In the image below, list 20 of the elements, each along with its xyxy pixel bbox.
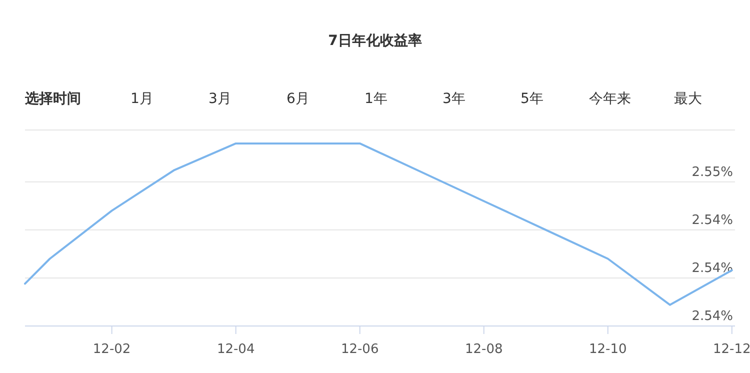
text: 选择时间 [24, 91, 81, 107]
text: 5年 [520, 91, 544, 107]
x-tick-label: 12-08 [464, 342, 503, 357]
text: 6月 [286, 91, 310, 107]
x-tick-label: 12-12 [713, 342, 750, 357]
text: 今年来 [589, 91, 631, 107]
x-tick-label: 12-02 [92, 342, 131, 357]
text: 3年 [442, 91, 466, 107]
text: 1月 [130, 91, 154, 107]
y-tick-label: 2.54% [692, 309, 733, 324]
y-tick-label: 2.54% [692, 260, 733, 276]
text: 3月 [208, 91, 232, 107]
x-tick-label: 12-04 [216, 342, 255, 357]
chart-title: 7日年化收益率 [328, 32, 422, 49]
text: 1年 [364, 91, 388, 107]
y-tick-label: 2.54% [692, 212, 733, 228]
x-tick-label: 12-06 [340, 342, 379, 357]
x-tick-label: 12-10 [588, 342, 627, 357]
text: 最大 [674, 91, 702, 107]
y-tick-label: 2.55% [692, 164, 733, 180]
